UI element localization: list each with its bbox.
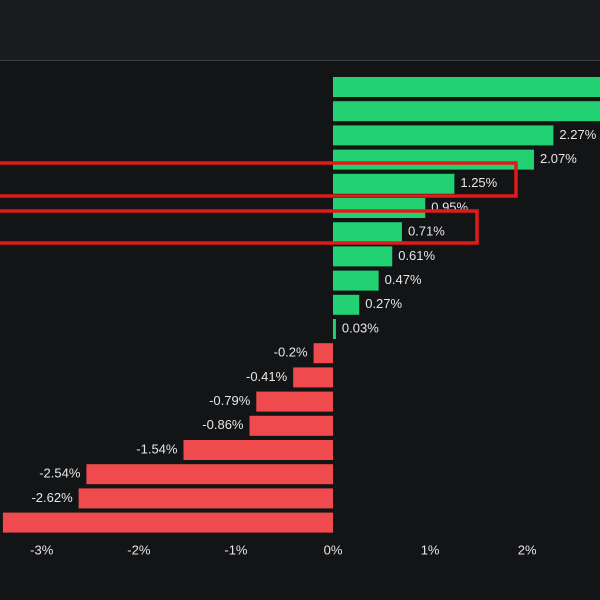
bar bbox=[333, 149, 534, 170]
value-label: -0.2% bbox=[274, 345, 308, 360]
value-label: -1.54% bbox=[136, 441, 178, 456]
value-label: -0.86% bbox=[202, 417, 244, 432]
value-label: 1.25% bbox=[460, 175, 497, 190]
bar bbox=[86, 464, 334, 485]
bar bbox=[2, 512, 334, 533]
value-label: -2.62% bbox=[31, 490, 73, 505]
bar bbox=[256, 391, 334, 412]
bar bbox=[333, 173, 455, 194]
value-label: 0.27% bbox=[365, 296, 402, 311]
bar bbox=[333, 77, 600, 97]
x-tick-label: -2% bbox=[127, 542, 151, 557]
value-label: -0.79% bbox=[209, 393, 251, 408]
value-label: 0.47% bbox=[385, 272, 422, 287]
bar bbox=[333, 222, 402, 243]
bar bbox=[333, 246, 393, 267]
x-tick-label: 0% bbox=[324, 542, 343, 557]
x-tick-label: -3% bbox=[30, 542, 54, 557]
bar bbox=[333, 270, 379, 291]
header-band bbox=[0, 0, 600, 60]
value-label: -2.54% bbox=[39, 466, 81, 481]
bar bbox=[333, 125, 554, 146]
bar bbox=[333, 101, 600, 122]
value-label: 0.71% bbox=[408, 224, 445, 239]
highlight-box bbox=[0, 161, 518, 198]
bar bbox=[249, 415, 334, 436]
bar bbox=[183, 440, 334, 460]
value-label: -0.41% bbox=[246, 369, 288, 384]
x-tick-label: -1% bbox=[224, 542, 248, 557]
highlight-box bbox=[0, 209, 479, 245]
bar bbox=[333, 198, 426, 218]
x-tick-label: 1% bbox=[421, 542, 440, 557]
bar bbox=[333, 319, 336, 339]
bar bbox=[313, 343, 334, 364]
plot-area: -3% -2% -1% 0% 1% 2%2.27%2.07%1.25%0.95%0.71%… bbox=[2, 77, 600, 557]
bar bbox=[333, 294, 360, 315]
bar bbox=[293, 367, 334, 388]
bar bbox=[78, 488, 334, 509]
value-label: 2.07% bbox=[540, 151, 577, 166]
value-label: 0.03% bbox=[342, 320, 379, 335]
value-label: 2.27% bbox=[559, 127, 596, 142]
x-tick-label: 2% bbox=[518, 542, 537, 557]
value-label: 0.61% bbox=[398, 248, 435, 263]
